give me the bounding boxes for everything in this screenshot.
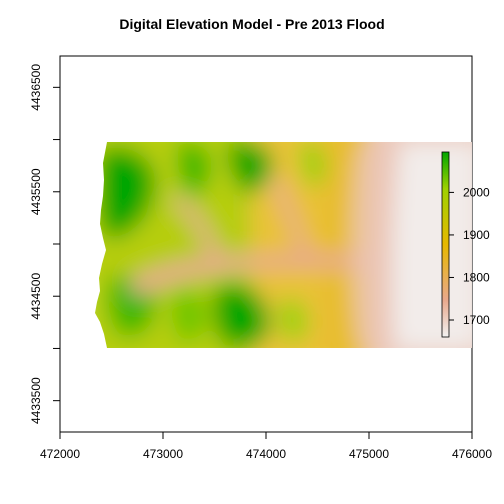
valley-branch-north: [170, 196, 222, 258]
y-tick-label: 4436500: [29, 64, 43, 111]
ridge-south-2: [212, 284, 271, 348]
x-tick-label: 475000: [349, 447, 389, 461]
lowland-far-east: [392, 142, 472, 348]
x-axis: 472000 473000 474000 475000 476000: [40, 431, 492, 461]
ridge-north-1: [177, 142, 211, 195]
legend-tick-label: 1800: [463, 270, 490, 284]
ridge-north-2: [228, 142, 273, 193]
ridge-northwest: [97, 147, 156, 240]
elevation-raster: [95, 142, 472, 348]
legend-colorbar: [441, 151, 450, 338]
legend-tick-label: 1900: [463, 228, 490, 242]
legend-tick-label: 2000: [463, 185, 490, 199]
legend-tick-label: 1700: [463, 313, 490, 327]
x-tick-label: 473000: [143, 447, 183, 461]
y-tick-label: 4435500: [29, 168, 43, 215]
y-tick-label: 4433500: [29, 377, 43, 424]
x-tick-label: 472000: [40, 447, 80, 461]
main-valley: [130, 252, 370, 298]
y-axis: 4433500 4434500 4435500 4436500: [29, 64, 61, 424]
y-tick-label: 4434500: [29, 273, 43, 320]
x-tick-label: 476000: [452, 447, 492, 461]
ridge-north-3: [299, 142, 327, 187]
x-tick-label: 474000: [246, 447, 286, 461]
color-legend: 1700 1800 1900 2000: [441, 151, 490, 338]
ridge-south-1: [172, 291, 205, 341]
ridge-south-3: [278, 298, 309, 342]
map-title: Digital Elevation Model - Pre 2013 Flood: [119, 16, 385, 32]
valley-branch-ne: [270, 178, 312, 255]
